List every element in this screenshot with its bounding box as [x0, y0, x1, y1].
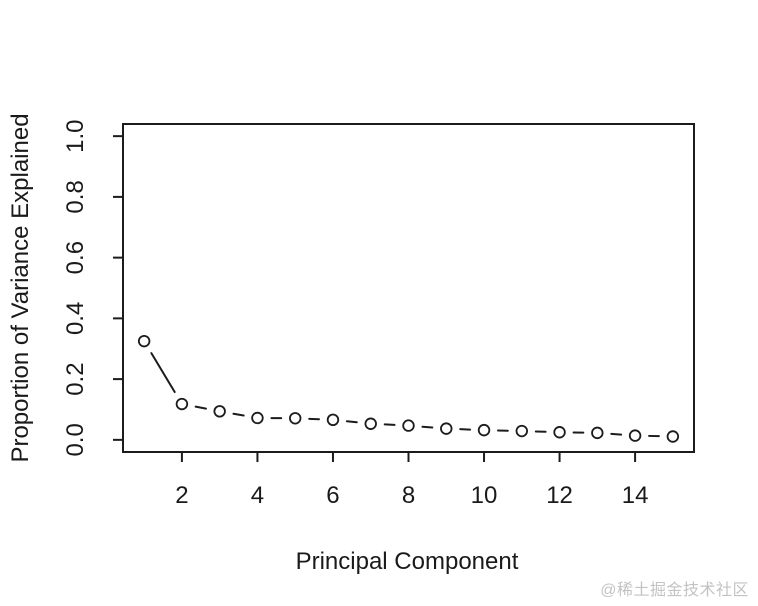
y-tick-label: 0.6	[62, 241, 89, 274]
data-point	[364, 417, 377, 430]
plot-box	[122, 123, 695, 453]
data-point	[137, 334, 151, 348]
x-tick-label: 4	[251, 482, 264, 509]
data-point	[591, 426, 604, 440]
line-segment	[421, 425, 434, 429]
data-point	[477, 423, 491, 437]
y-tick-label: 0.8	[62, 180, 89, 213]
data-point	[213, 405, 226, 418]
x-tick-label: 12	[546, 482, 573, 509]
data-point	[553, 426, 566, 439]
x-tick-label: 6	[326, 482, 339, 509]
data-point	[402, 419, 415, 432]
data-point	[515, 424, 528, 438]
line-segment	[345, 420, 358, 424]
data-point	[289, 412, 302, 425]
line-segment	[150, 352, 176, 394]
data-point	[628, 429, 642, 442]
x-tick-label: 2	[175, 482, 188, 509]
x-axis-title: Principal Component	[296, 548, 519, 575]
data-point	[440, 422, 453, 435]
y-tick-label: 0.2	[62, 362, 89, 395]
line-segment	[194, 405, 207, 410]
chart-plot-area: 2 4 6 8 10 12 14 0.0 0.2 0.4 0.6 0.8 1.0	[62, 119, 695, 509]
data-point	[666, 430, 680, 443]
x-tick-label: 10	[471, 482, 498, 509]
watermark: @稀土掘金技术社区	[600, 582, 749, 599]
line-segment	[232, 412, 245, 417]
data-point	[251, 411, 264, 425]
y-tick-label: 0.0	[62, 423, 89, 456]
y-tick-label: 0.4	[62, 302, 89, 335]
data-point	[326, 413, 340, 427]
x-tick-label: 8	[402, 482, 415, 509]
x-tick-label: 14	[622, 482, 649, 509]
y-axis-title: Proportion of Variance Explained	[7, 113, 34, 462]
line-segment	[610, 432, 623, 436]
data-point	[175, 397, 189, 411]
y-tick-label: 1.0	[62, 119, 89, 152]
